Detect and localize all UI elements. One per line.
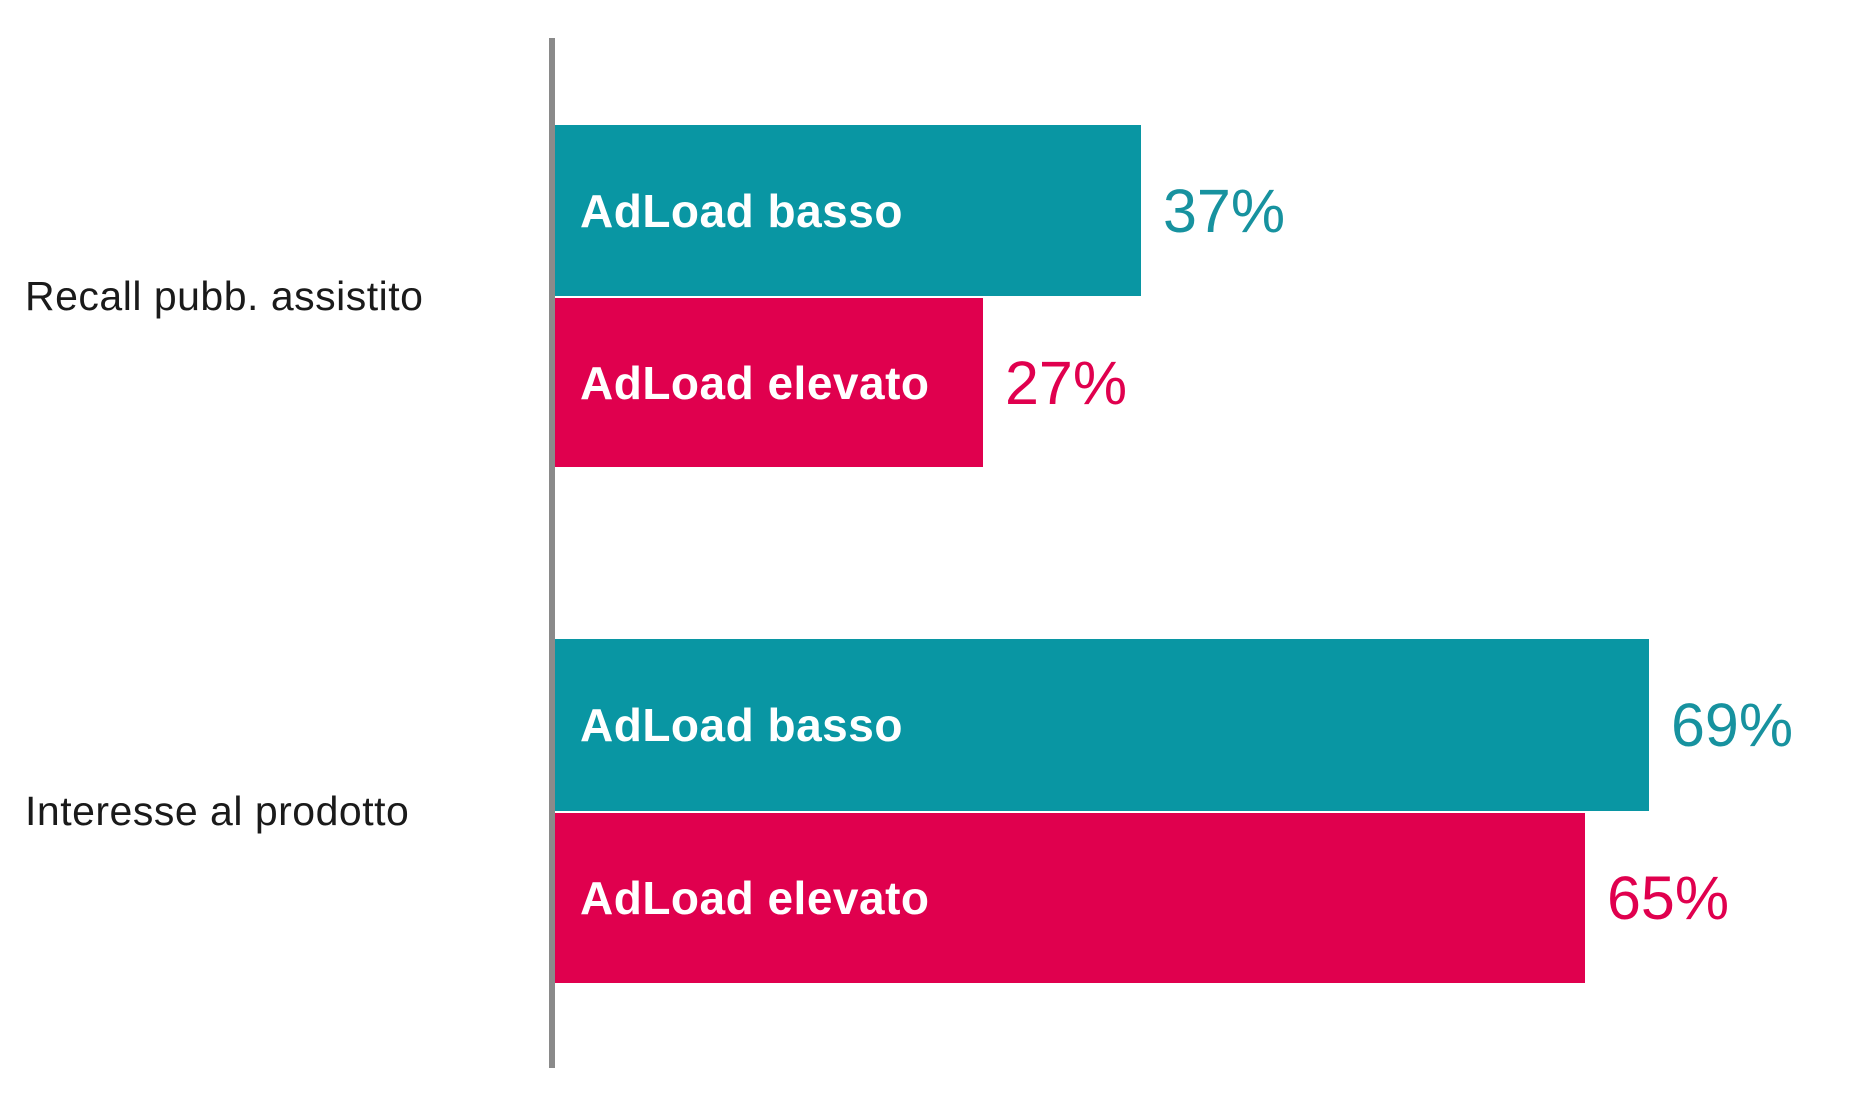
value-label: 27% — [1005, 348, 1128, 417]
bar-label: AdLoad elevato — [580, 872, 930, 924]
category-label-recall: Recall pubb. assistito — [25, 273, 424, 319]
bar-label: AdLoad basso — [580, 184, 903, 237]
bar-row-interesse-basso: AdLoad basso 69% — [555, 639, 1793, 811]
value-label: 37% — [1163, 176, 1286, 245]
bar-recall-adload-elevato: AdLoad elevato — [555, 298, 983, 467]
bar-row-recall-basso: AdLoad basso 37% — [555, 125, 1285, 296]
bar-interesse-adload-basso: AdLoad basso — [555, 639, 1649, 811]
bar-recall-adload-basso: AdLoad basso — [555, 125, 1141, 296]
y-axis-line — [549, 38, 555, 1068]
value-label: 69% — [1671, 691, 1794, 759]
bar-row-recall-elevato: AdLoad elevato 27% — [555, 298, 1127, 467]
bar-label: AdLoad basso — [580, 699, 903, 751]
category-label-interesse: Interesse al prodotto — [25, 788, 410, 834]
value-label: 65% — [1607, 864, 1730, 932]
bar-label: AdLoad elevato — [580, 356, 930, 409]
bar-row-interesse-elevato: AdLoad elevato 65% — [555, 813, 1729, 983]
bar-interesse-adload-elevato: AdLoad elevato — [555, 813, 1585, 983]
